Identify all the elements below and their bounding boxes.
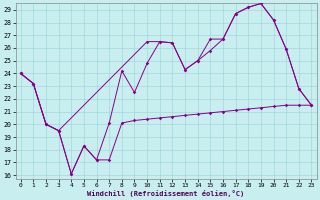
- X-axis label: Windchill (Refroidissement éolien,°C): Windchill (Refroidissement éolien,°C): [87, 190, 245, 197]
